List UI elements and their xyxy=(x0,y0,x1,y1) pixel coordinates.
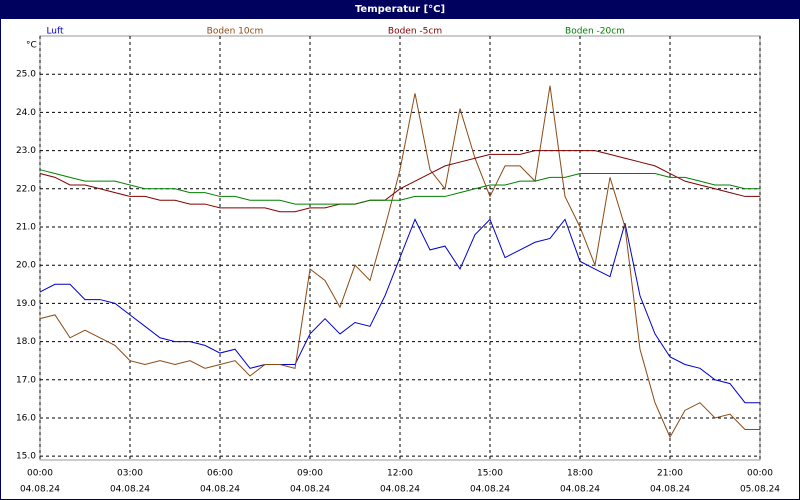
x-tick-date: 05.08.24 xyxy=(740,485,780,495)
x-tick-label: 18:00 xyxy=(567,469,593,479)
x-tick-date: 04.08.24 xyxy=(200,485,240,495)
x-tick-date: 04.08.24 xyxy=(560,485,600,495)
x-tick-label: 03:00 xyxy=(117,469,143,479)
y-tick-label: 17.0 xyxy=(16,375,36,385)
legend-entry: Boden -20cm xyxy=(565,27,625,37)
x-tick-label: 09:00 xyxy=(297,469,323,479)
series-line xyxy=(39,218,760,404)
y-tick-label: 15.0 xyxy=(16,452,36,462)
legend-entry: Boden 10cm xyxy=(207,27,264,37)
x-tick-label: 00:00 xyxy=(747,469,773,479)
x-tick-label: 21:00 xyxy=(657,469,683,479)
x-tick-date: 04.08.24 xyxy=(650,485,690,495)
y-tick-label: 18.0 xyxy=(16,337,36,347)
y-tick-label: 24.0 xyxy=(16,108,36,118)
x-tick-date: 04.08.24 xyxy=(110,485,150,495)
y-tick-label: 16.0 xyxy=(16,413,36,423)
y-tick-label: 19.0 xyxy=(16,299,36,309)
legend-entry: Boden -5cm xyxy=(388,27,442,37)
x-tick-date: 04.08.24 xyxy=(20,485,60,495)
x-tick-date: 04.08.24 xyxy=(470,485,510,495)
legend-entry: Luft xyxy=(46,27,64,37)
x-tick-label: 06:00 xyxy=(207,469,233,479)
y-tick-label: 21.0 xyxy=(16,222,36,232)
x-tick-label: 12:00 xyxy=(387,469,413,479)
title-bar xyxy=(0,0,800,18)
y-unit: °C xyxy=(26,41,37,51)
y-tick-label: 23.0 xyxy=(16,146,36,156)
x-tick-date: 04.08.24 xyxy=(290,485,330,495)
y-tick-label: 25.0 xyxy=(16,70,36,80)
chart-title: Temperatur [°C] xyxy=(355,4,445,15)
series-line xyxy=(39,85,760,439)
y-tick-label: 20.0 xyxy=(16,261,36,271)
series-line xyxy=(39,150,760,213)
x-tick-label: 00:00 xyxy=(27,469,53,479)
series-line xyxy=(39,169,760,205)
x-tick-date: 04.08.24 xyxy=(380,485,420,495)
x-tick-label: 15:00 xyxy=(477,469,503,479)
y-tick-label: 22.0 xyxy=(16,184,36,194)
